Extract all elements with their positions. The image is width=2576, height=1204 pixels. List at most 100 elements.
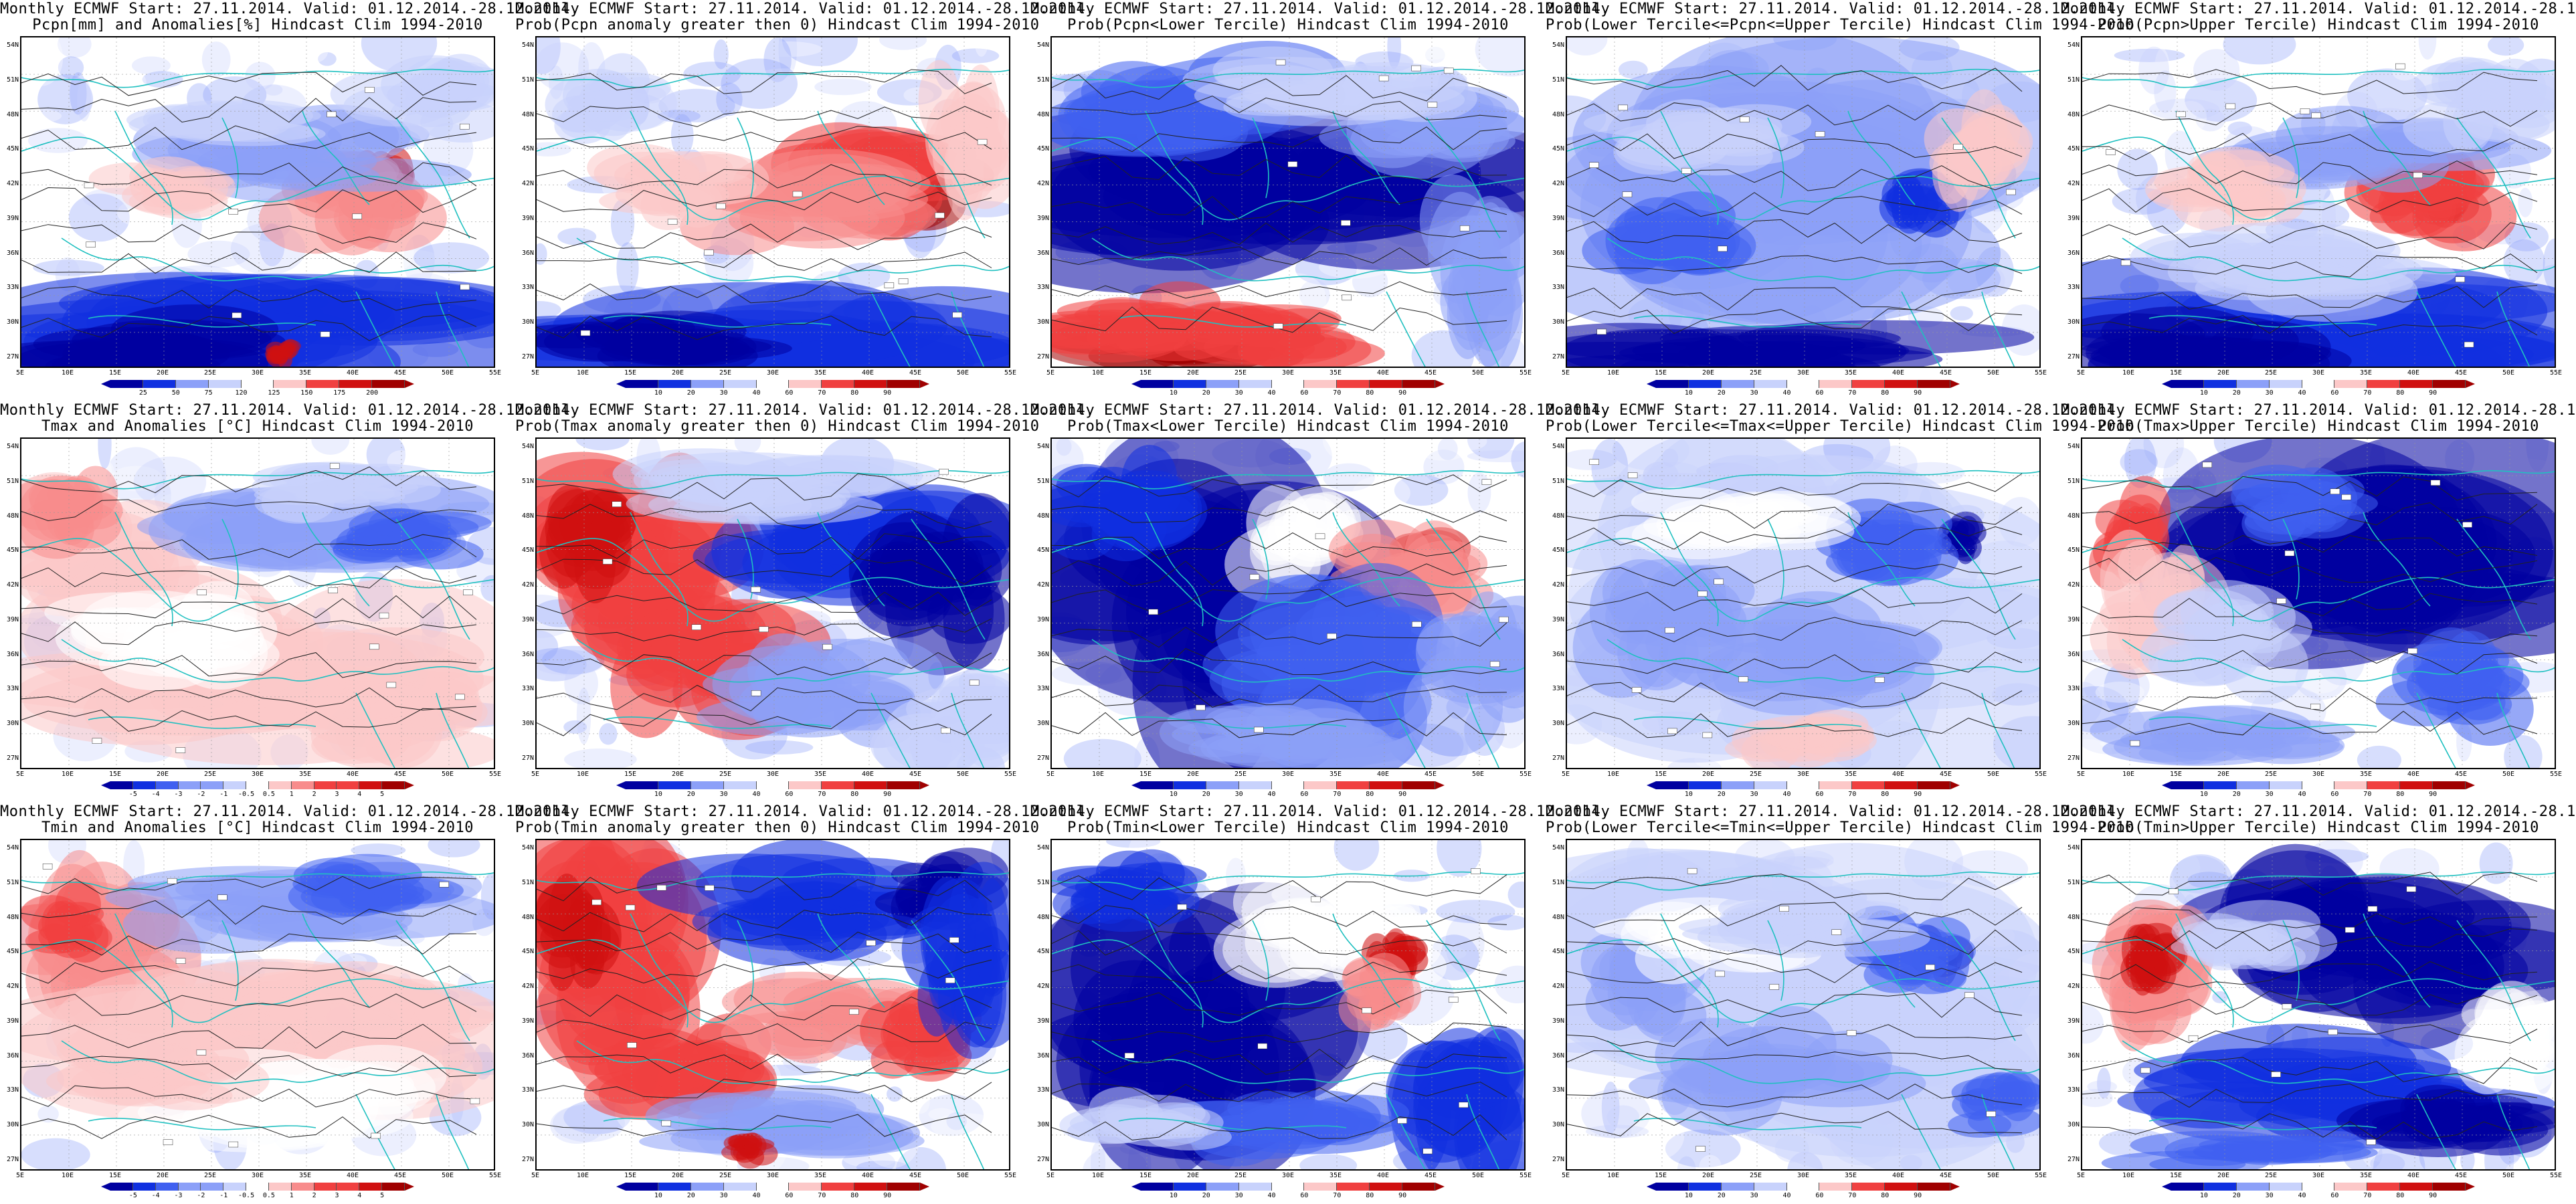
coastline-layer xyxy=(1567,470,2039,768)
contour-line xyxy=(21,72,477,96)
lat-label: 51N xyxy=(6,76,19,84)
noise-blob xyxy=(716,82,743,116)
lon-label: 35E xyxy=(298,771,312,778)
lat-label: 45N xyxy=(1036,145,1049,153)
contour-label-box xyxy=(1769,984,1780,990)
colorbar-ticks: 10 20 30 40 60 70 80 90 xyxy=(2171,1192,2466,1201)
colorbar-tick-label: -3 xyxy=(174,791,183,798)
lon-label: 45E xyxy=(393,369,407,377)
coastline-path xyxy=(870,692,911,768)
lon-label: 15E xyxy=(1654,369,1667,377)
noise-blob xyxy=(1394,474,1449,506)
contour-label-box xyxy=(2455,276,2466,282)
contour-line xyxy=(537,907,992,932)
colorbar-tick-label: 70 xyxy=(1333,1192,1342,1199)
colorbar-tick-label: 0.5 xyxy=(262,791,275,798)
contour-label-box xyxy=(580,330,591,336)
colorbar-tick-label: 60 xyxy=(1815,791,1824,798)
coastline-path xyxy=(1332,512,1400,607)
colorbar-tick-label: 40 xyxy=(2298,1192,2306,1199)
colorbar-tick-label: -4 xyxy=(151,1192,160,1199)
contour-line xyxy=(1567,219,2023,244)
contour-line xyxy=(2082,688,2538,712)
coastline-layer xyxy=(21,68,494,367)
coastline-path xyxy=(1466,291,1500,367)
colorbar-tick-label: 20 xyxy=(1717,791,1726,798)
lat-label: 36N xyxy=(1552,249,1564,257)
lon-label: 50E xyxy=(1987,771,2000,778)
lat-label: 45N xyxy=(2067,948,2080,956)
contour-label-box xyxy=(86,241,96,247)
contour-label-box xyxy=(2300,108,2310,114)
colorbar-cell xyxy=(1656,1183,1689,1191)
colorbar-ticks: 10 20 30 40 60 70 80 90 xyxy=(1656,791,1950,800)
map-panel-tmin_mid: Monthly ECMWF Start: 27.11.2014. Valid: … xyxy=(1546,803,2134,1204)
lat-label: 45N xyxy=(6,546,19,555)
contour-label-box xyxy=(1779,906,1789,912)
noise-blob xyxy=(564,748,637,768)
contour-line xyxy=(1052,905,1507,929)
colorbar-ticks: 10 20 30 40 60 70 80 90 xyxy=(1141,1192,1435,1201)
lon-label: 50E xyxy=(1987,1172,2000,1179)
coastline-path xyxy=(1118,1118,1347,1130)
noise-blob xyxy=(946,1112,967,1130)
coastline-path xyxy=(1052,470,1524,490)
colorbar-tick-label: 30 xyxy=(1234,1192,1243,1199)
lon-label: 15E xyxy=(2169,1172,2183,1179)
colorbar-tick-label: 10 xyxy=(2199,1192,2208,1199)
colorbar-cell xyxy=(208,380,242,388)
lon-label: 45E xyxy=(909,369,922,377)
noise-blob xyxy=(1950,306,1973,321)
colorbar-cell xyxy=(626,781,658,789)
lon-label: 20E xyxy=(671,369,684,377)
colorbar-tick-label: 10 xyxy=(1684,1192,1693,1199)
lat-label: 54N xyxy=(1552,844,1564,851)
lon-label: 30E xyxy=(766,1172,779,1179)
noise-blob xyxy=(1631,1110,1685,1160)
lat-label: 54N xyxy=(1036,844,1049,851)
contour-label-box xyxy=(92,738,102,744)
lon-label: 25E xyxy=(719,771,732,778)
noise-blob xyxy=(463,187,492,216)
lon-label: 35E xyxy=(298,1172,312,1179)
noise-blob xyxy=(351,843,406,857)
colorbar-cell xyxy=(2203,1183,2237,1191)
colorbar-ticks: 10 20 30 40 60 70 80 90 xyxy=(626,1192,920,1201)
contour-label-box xyxy=(949,937,959,943)
noise-blob xyxy=(84,439,123,466)
map-frame xyxy=(2081,36,2556,368)
colorbar-cell xyxy=(1786,1183,1820,1191)
contour-line xyxy=(2082,1057,2538,1084)
contour-label-box xyxy=(2367,906,2378,912)
noise-blob xyxy=(2095,682,2144,703)
contour-label-box xyxy=(328,587,338,593)
field-layer xyxy=(21,462,494,768)
colorbar-cell xyxy=(1819,781,1853,789)
noise-blob xyxy=(911,1090,930,1114)
contour-line xyxy=(1052,622,1507,648)
lon-label: 25E xyxy=(1749,771,1762,778)
lat-label: 42N xyxy=(1036,581,1049,589)
coastline-path xyxy=(2282,117,2300,199)
noise-blob xyxy=(2165,130,2195,178)
coastline-path xyxy=(1145,110,1204,225)
noise-blob xyxy=(2357,745,2401,768)
colorbar-extend-low xyxy=(2162,380,2171,388)
field-blob xyxy=(870,1041,915,1079)
field-blob xyxy=(2252,494,2316,534)
lon-label: 15E xyxy=(624,369,637,377)
lat-label: 33N xyxy=(2067,685,2080,693)
colorbar-tick-label: 200 xyxy=(366,389,379,397)
contour-line xyxy=(537,190,992,212)
colorbar-tick-label: 70 xyxy=(1848,389,1857,397)
panel-title: Monthly ECMWF Start: 27.11.2014. Valid: … xyxy=(2061,1,2576,17)
lon-label: 5E xyxy=(15,771,25,778)
colorbar-cell xyxy=(1852,781,1885,789)
colorbar-cell xyxy=(2400,380,2433,388)
colorbar-cell xyxy=(2171,1183,2204,1191)
lon-label: 55E xyxy=(1004,369,1017,377)
contour-label-box xyxy=(455,694,465,700)
lat-label: 39N xyxy=(2067,615,2080,623)
lon-label: 55E xyxy=(1519,369,1532,377)
lat-label: 36N xyxy=(2067,650,2080,658)
